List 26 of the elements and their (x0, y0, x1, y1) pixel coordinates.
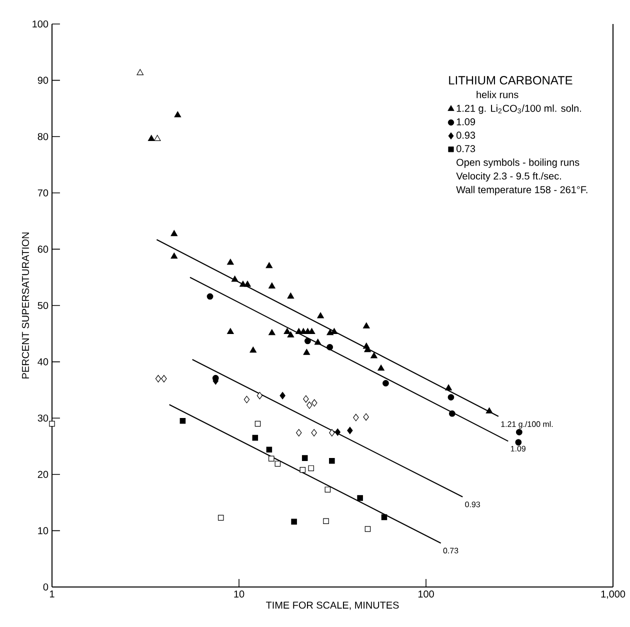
legend-label: 1.21 g. Li$_{2}$CO$_{3}$/100 ml. soln. (456, 104, 581, 114)
y-tick-label: 30 (38, 414, 48, 422)
y-tick-label: 80 (38, 133, 48, 140)
y-tick-label: 40 (38, 358, 48, 366)
y-tick-label: 90 (38, 76, 48, 84)
y-tick-label: 60 (38, 246, 48, 253)
y-tick-label: 10 (38, 527, 48, 534)
x-tick-label: 100 (418, 590, 434, 598)
annotation: Wall temperature 158 - 261°F. (456, 186, 588, 196)
legend-title: LITHIUM CARBONATE (449, 76, 572, 84)
y-tick-label: 100 (32, 20, 48, 28)
legend-label: 0.73 (456, 145, 476, 152)
x-tick-label: 10 (234, 590, 244, 598)
annotation: Velocity 2.3 - 9.5 ft./sec. (456, 172, 561, 182)
annotation: helix runs (476, 90, 518, 98)
y-tick-label: 20 (38, 470, 48, 478)
y-axis-title: PERCENT SUPERSATURATION (22, 232, 29, 378)
legend-label: 0.93 (456, 132, 476, 139)
annotation: Open symbols - boiling runs (456, 158, 580, 168)
y-tick-label: 0 (43, 583, 48, 591)
legend-label: 1.09 (456, 118, 476, 126)
y-tick-label: 50 (38, 302, 48, 310)
y-tick-label: 70 (38, 189, 48, 196)
x-tick-label: 1,000 (601, 590, 626, 599)
x-tick-label: 1 (50, 590, 54, 598)
x-axis-title: TIME FOR SCALE, MINUTES (266, 602, 399, 610)
